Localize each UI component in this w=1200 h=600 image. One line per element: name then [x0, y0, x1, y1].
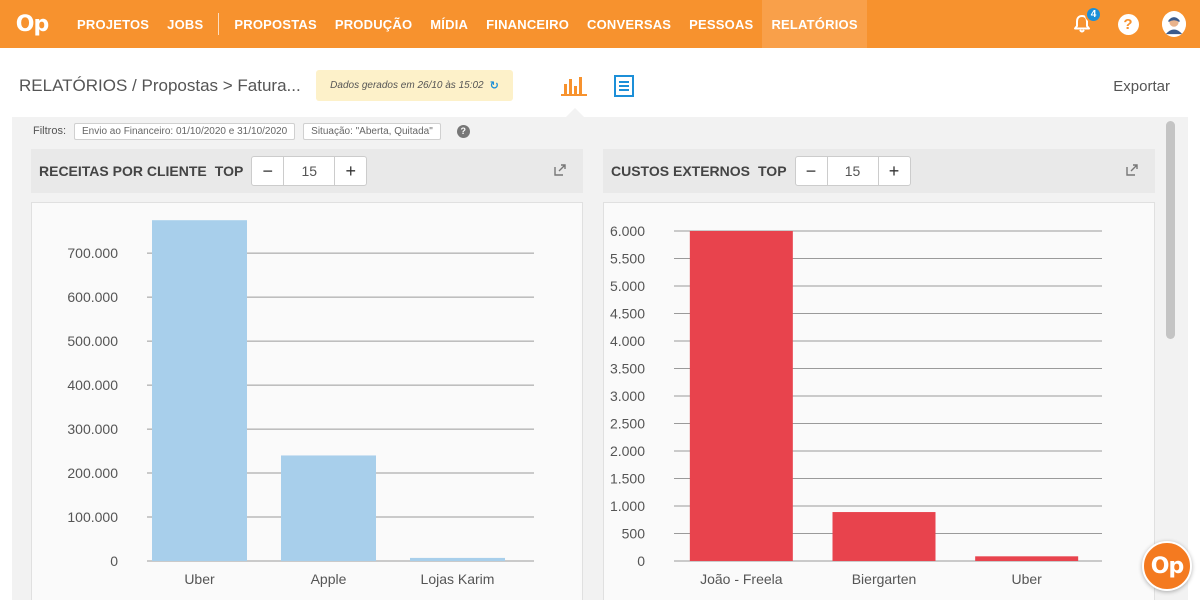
bar [281, 455, 376, 561]
bar [410, 557, 505, 561]
top-value-field[interactable]: 15 [826, 157, 879, 185]
panel-title: RECEITAS POR CLIENTE [39, 163, 207, 179]
nav-item-propostas[interactable]: PROPOSTAS [234, 16, 317, 32]
custos-chart-box: 0 500 1.000 1.500 2.000 2.500 3.000 3.500 4.000 4… [603, 202, 1155, 600]
y-tick-label: 100.000 [67, 509, 118, 525]
bar [689, 231, 793, 561]
nav-item-jobs[interactable]: JOBS [167, 16, 204, 32]
y-tick-label: 0 [110, 553, 118, 569]
top-stepper: − 15 + [251, 156, 368, 186]
top-actions: 4 ? [1070, 0, 1186, 48]
user-menu-button[interactable] [1162, 11, 1186, 37]
top-value-field[interactable]: 15 [283, 157, 336, 185]
x-tick-label: Biergarten [852, 571, 917, 587]
generated-info-badge: Dados gerados em 26/10 às 15:02 ↻ [316, 70, 513, 101]
y-tick-label: 600.000 [67, 289, 118, 305]
nav-item-conversas[interactable]: CONVERSAS [587, 16, 672, 32]
notifications-button[interactable]: 4 [1070, 6, 1102, 36]
y-tick-label: 2.000 [610, 443, 645, 459]
panel-title: CUSTOS EXTERNOS [611, 163, 750, 179]
bar [832, 512, 936, 561]
y-tick-label: 500 [622, 526, 646, 542]
avatar [1162, 11, 1186, 37]
nav-item-relatorios[interactable]: RELATÓRIOS [762, 0, 867, 48]
x-tick-label: Lojas Karim [421, 571, 495, 587]
y-tick-label: 0 [637, 553, 645, 569]
nav-item-financeiro[interactable]: FINANCEIRO [486, 16, 570, 32]
help-icon: ? [1117, 13, 1139, 35]
y-tick-label: 3.500 [610, 361, 645, 377]
x-tick-label: Apple [311, 571, 347, 587]
filters-label: Filtros: [33, 125, 66, 137]
nav-item-pessoas[interactable]: PESSOAS [689, 16, 754, 32]
refresh-icon[interactable]: ↻ [489, 80, 499, 92]
chat-fab-button[interactable]: Op [1142, 541, 1192, 591]
active-view-pointer [565, 108, 585, 118]
y-tick-label: 4.000 [610, 333, 645, 349]
chart-view-button[interactable] [556, 70, 592, 102]
bar [975, 556, 1079, 561]
increment-button[interactable]: + [345, 160, 357, 181]
app-logo[interactable]: Op [15, 11, 49, 37]
filters-bar: Filtros: Envio ao Financeiro: 01/10/2020… [33, 121, 470, 141]
list-icon [614, 75, 634, 97]
y-tick-label: 300.000 [67, 421, 118, 437]
decrement-button[interactable]: − [805, 160, 817, 181]
y-tick-label: 2.500 [610, 416, 645, 432]
y-tick-label: 5.500 [610, 251, 645, 267]
y-tick-label: 700.000 [67, 245, 118, 261]
bar [152, 220, 247, 561]
bar-chart-icon [561, 77, 587, 96]
report-content: Filtros: Envio ao Financeiro: 01/10/2020… [12, 117, 1188, 600]
nav-item-midia[interactable]: MÍDIA [430, 16, 469, 32]
filter-chip-status[interactable]: Situação: "Aberta, Quitada" [303, 122, 441, 140]
y-tick-label: 3.000 [610, 388, 645, 404]
y-tick-label: 200.000 [67, 465, 118, 481]
x-tick-label: Uber [184, 571, 215, 587]
generated-timestamp: Dados gerados em 26/10 às 15:02 [330, 80, 484, 91]
x-tick-label: Uber [1011, 571, 1042, 587]
breadcrumb: RELATÓRIOS / Propostas > Fatura... [19, 76, 301, 95]
main-nav: PROJETOS JOBS PROPOSTAS PRODUÇÃO MÍDIA F… [68, 0, 867, 48]
top-label: TOP [758, 163, 787, 179]
panel-header-receitas: RECEITAS POR CLIENTE TOP − 15 + [31, 149, 583, 193]
expand-icon[interactable] [1125, 163, 1139, 177]
list-view-button[interactable] [606, 70, 642, 102]
top-label: TOP [214, 163, 244, 179]
filters-help-icon[interactable]: ? [456, 124, 470, 138]
top-navbar: Op PROJETOS JOBS PROPOSTAS PRODUÇÃO MÍDI… [0, 0, 1200, 48]
panel-header-custos: CUSTOS EXTERNOS TOP − 15 + [603, 149, 1155, 193]
nav-divider [218, 13, 220, 35]
filter-chip-date[interactable]: Envio ao Financeiro: 01/10/2020 e 31/10/… [74, 122, 296, 140]
decrement-button[interactable]: − [262, 160, 274, 181]
receitas-bar-chart: 0 100.000 200.000 300.000 400.000 500.000 600.… [67, 220, 534, 587]
export-button[interactable]: Exportar [1113, 78, 1170, 95]
expand-icon[interactable] [553, 163, 567, 177]
y-tick-label: 1.500 [610, 471, 645, 487]
custos-bar-chart: 0 500 1.000 1.500 2.000 2.500 3.000 3.500 4.000 4… [610, 223, 1102, 587]
receitas-chart-box: 0 100.000 200.000 300.000 400.000 500.000 600.… [31, 202, 583, 600]
notification-count-badge: 4 [1085, 6, 1102, 23]
y-tick-label: 400.000 [67, 377, 118, 393]
y-tick-label: 6.000 [610, 223, 645, 239]
vertical-scrollbar[interactable] [1166, 121, 1175, 339]
nav-item-producao[interactable]: PRODUÇÃO [334, 16, 413, 32]
y-tick-label: 1.000 [610, 498, 645, 514]
increment-button[interactable]: + [888, 160, 900, 181]
nav-item-projetos[interactable]: PROJETOS [77, 16, 150, 32]
top-stepper: − 15 + [794, 156, 911, 186]
y-tick-label: 4.500 [610, 306, 645, 322]
y-tick-label: 500.000 [67, 333, 118, 349]
help-button[interactable]: ? [1116, 12, 1140, 36]
y-tick-label: 5.000 [610, 278, 645, 294]
x-tick-label: João - Freela [700, 571, 783, 587]
